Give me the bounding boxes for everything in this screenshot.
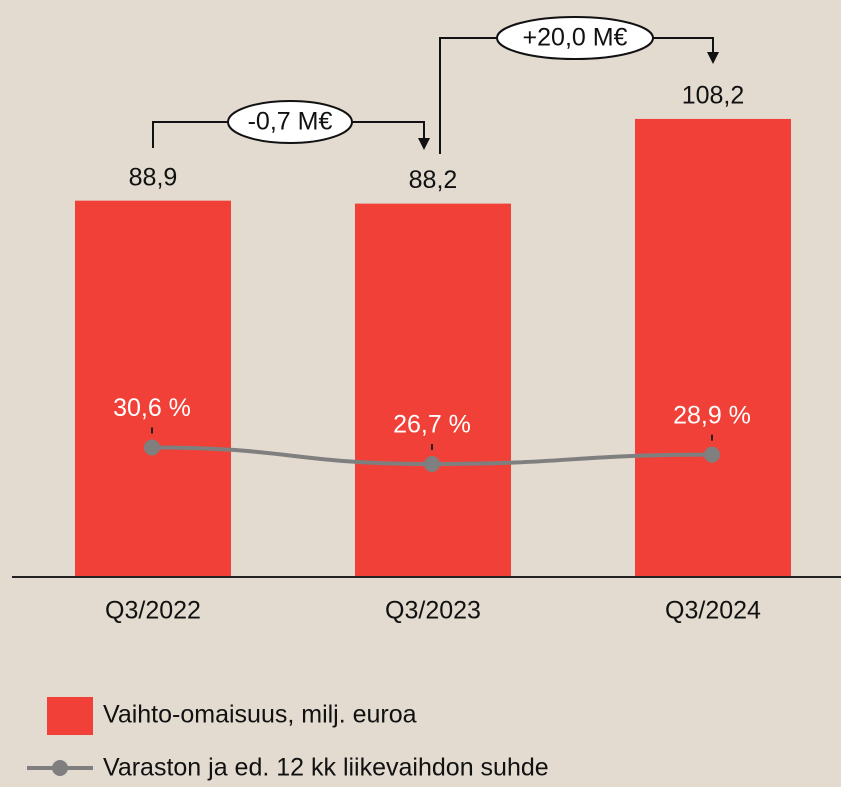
legend-dot	[52, 760, 68, 776]
annotation-label: +20,0 M€	[523, 24, 628, 52]
annotation-arrowhead	[707, 52, 719, 64]
bar	[355, 203, 511, 577]
bar-value-label: 108,2	[682, 82, 745, 110]
bar	[75, 200, 231, 577]
line-point	[144, 439, 160, 456]
legend-label: Varaston ja ed. 12 kk liikevaihdon suhde	[103, 754, 549, 782]
line-point	[424, 455, 440, 472]
annotation-arrowhead	[418, 138, 430, 150]
x-tick-label: Q3/2022	[105, 597, 201, 625]
bar	[635, 118, 791, 577]
legend-swatch	[47, 697, 93, 735]
x-tick-label: Q3/2024	[665, 597, 761, 625]
line-value-label: 26,7 %	[393, 411, 471, 439]
line-value-label: 30,6 %	[113, 394, 191, 422]
line-point	[704, 446, 720, 463]
annotation-bubble	[496, 16, 654, 60]
line-value-label: 28,9 %	[673, 401, 751, 429]
bar-value-label: 88,9	[129, 163, 178, 191]
x-tick-label: Q3/2023	[385, 597, 481, 625]
annotation-label: -0,7 M€	[248, 108, 333, 136]
bar-value-label: 88,2	[409, 166, 458, 194]
annotation-bubble	[227, 100, 353, 144]
legend-label: Vaihto-omaisuus, milj. euroa	[103, 701, 417, 729]
